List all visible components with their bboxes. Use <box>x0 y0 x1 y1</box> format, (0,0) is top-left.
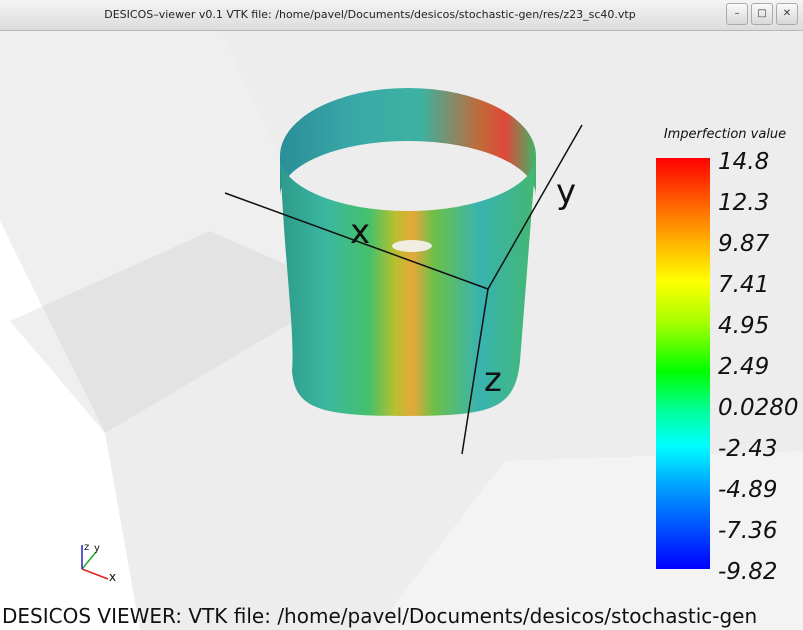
colorbar-tick: 4.95 <box>718 313 770 339</box>
background-plane <box>10 231 345 433</box>
colorbar-tick: -2.43 <box>718 436 778 462</box>
title-bar[interactable]: DESICOS–viewer v0.1 VTK file: /home/pave… <box>0 0 803 31</box>
colorbar-tick: -4.89 <box>718 477 778 503</box>
minimize-button[interactable]: – <box>726 3 748 25</box>
cylinder-opening <box>392 240 432 252</box>
colorbar-tick: 12.3 <box>718 190 770 216</box>
axis-label-x: x <box>350 212 370 252</box>
colorbar <box>656 158 710 569</box>
colorbar-tick: 14.8 <box>718 149 770 175</box>
axis-label-z: z <box>484 360 502 400</box>
maximize-button[interactable]: □ <box>751 3 773 25</box>
orientation-label-y: y <box>94 543 100 554</box>
colorbar-tick: 2.49 <box>718 354 770 380</box>
cylinder-outer-surface <box>280 156 536 416</box>
orientation-axes-widget: x y z <box>81 542 116 584</box>
coordinate-axes <box>224 124 583 455</box>
orientation-label-x: x <box>109 570 116 584</box>
colorbar-tick: -9.82 <box>718 559 778 585</box>
close-button[interactable]: ✕ <box>776 3 798 25</box>
background-plane <box>0 31 345 433</box>
colorbar-tick: 0.0280 <box>718 395 799 421</box>
render-viewport[interactable]: x y z x y z Imperfection value 14.8 12.3… <box>0 31 803 630</box>
orientation-label-z: z <box>84 542 89 553</box>
colorbar-tick: 7.41 <box>718 272 770 298</box>
axis-label-y: y <box>556 172 576 212</box>
colorbar-tick: -7.36 <box>718 518 778 544</box>
window-title: DESICOS–viewer v0.1 VTK file: /home/pave… <box>104 8 636 21</box>
status-text: DESICOS VIEWER: VTK file: /home/pavel/Do… <box>2 604 758 628</box>
cylinder-inner-wall <box>280 88 536 196</box>
scene-canvas[interactable]: x y z x y z <box>0 31 803 630</box>
colorbar-title: Imperfection value <box>663 127 787 142</box>
colorbar-tick: 9.87 <box>718 231 770 257</box>
